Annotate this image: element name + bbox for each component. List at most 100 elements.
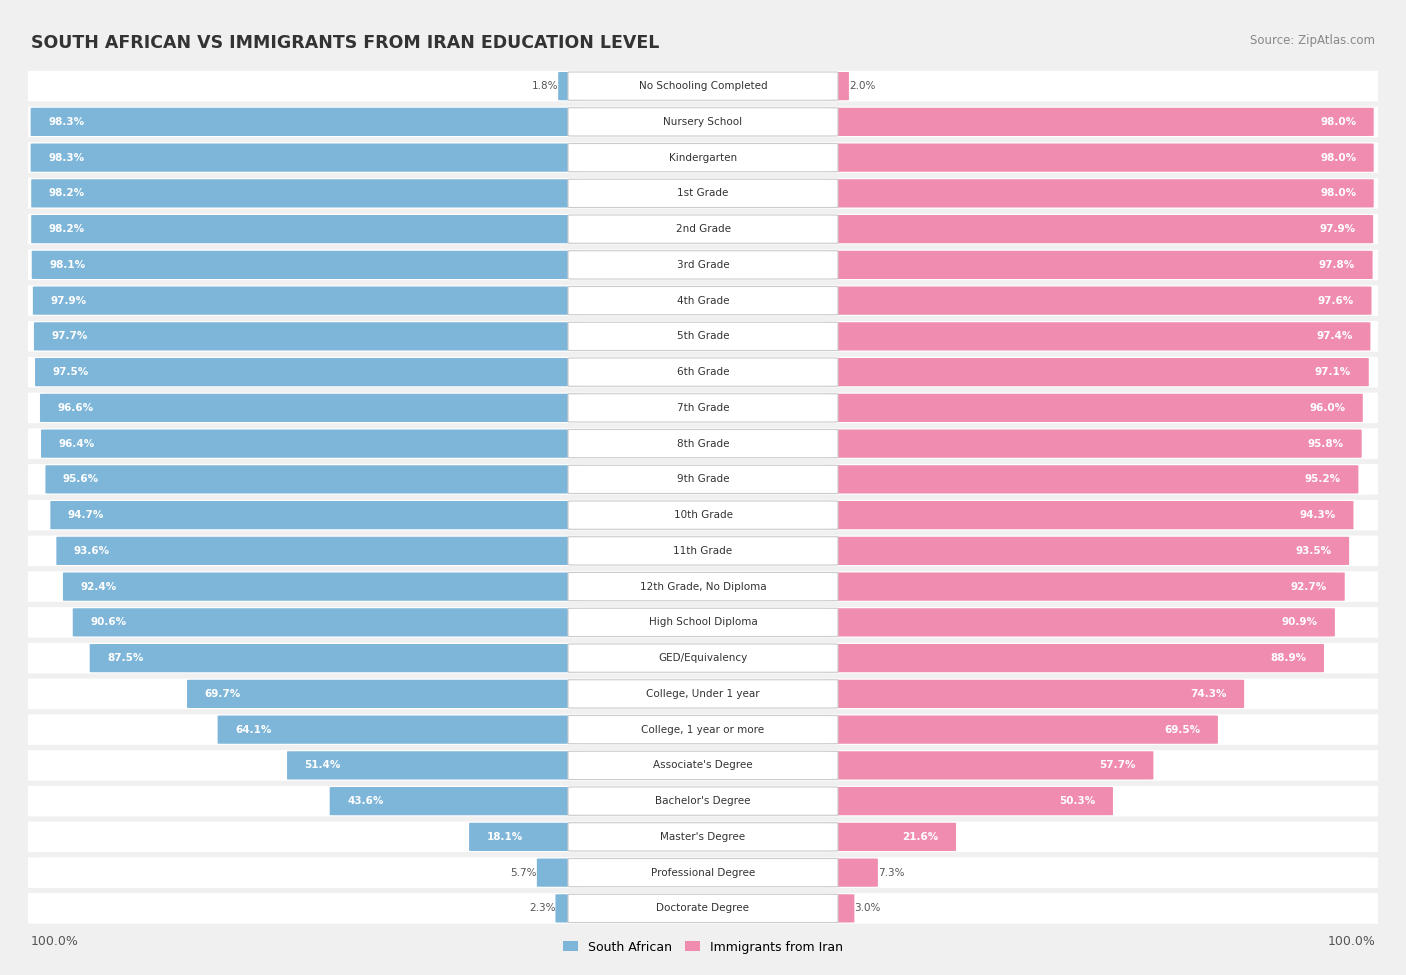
FancyBboxPatch shape (568, 465, 838, 493)
Text: 43.6%: 43.6% (347, 797, 384, 806)
FancyBboxPatch shape (31, 143, 582, 172)
Text: 11th Grade: 11th Grade (673, 546, 733, 556)
FancyBboxPatch shape (824, 108, 1374, 136)
FancyBboxPatch shape (824, 823, 956, 851)
Text: 95.2%: 95.2% (1305, 475, 1341, 485)
FancyBboxPatch shape (824, 894, 855, 922)
Text: 98.1%: 98.1% (49, 260, 86, 270)
FancyBboxPatch shape (24, 357, 1382, 387)
Text: 7th Grade: 7th Grade (676, 403, 730, 412)
FancyBboxPatch shape (24, 857, 1382, 888)
FancyBboxPatch shape (568, 859, 838, 886)
FancyBboxPatch shape (24, 535, 1382, 566)
FancyBboxPatch shape (568, 323, 838, 350)
FancyBboxPatch shape (824, 287, 1371, 315)
FancyBboxPatch shape (824, 608, 1334, 637)
Text: 3.0%: 3.0% (855, 904, 880, 914)
Text: 94.3%: 94.3% (1299, 510, 1336, 520)
FancyBboxPatch shape (24, 500, 1382, 530)
FancyBboxPatch shape (24, 106, 1382, 137)
Text: 3rd Grade: 3rd Grade (676, 260, 730, 270)
FancyBboxPatch shape (24, 607, 1382, 638)
FancyBboxPatch shape (824, 143, 1374, 172)
FancyBboxPatch shape (568, 823, 838, 851)
FancyBboxPatch shape (824, 787, 1114, 815)
FancyBboxPatch shape (24, 715, 1382, 745)
Text: High School Diploma: High School Diploma (648, 617, 758, 627)
FancyBboxPatch shape (329, 787, 582, 815)
FancyBboxPatch shape (24, 71, 1382, 101)
Text: 6th Grade: 6th Grade (676, 368, 730, 377)
FancyBboxPatch shape (824, 430, 1361, 457)
Text: Professional Degree: Professional Degree (651, 868, 755, 878)
FancyBboxPatch shape (824, 572, 1344, 601)
FancyBboxPatch shape (824, 394, 1362, 422)
FancyBboxPatch shape (24, 393, 1382, 423)
Text: 5th Grade: 5th Grade (676, 332, 730, 341)
FancyBboxPatch shape (568, 716, 838, 744)
FancyBboxPatch shape (568, 179, 838, 208)
FancyBboxPatch shape (73, 608, 582, 637)
FancyBboxPatch shape (824, 215, 1374, 243)
Text: 98.2%: 98.2% (49, 224, 84, 234)
FancyBboxPatch shape (555, 894, 582, 922)
FancyBboxPatch shape (187, 680, 582, 708)
Text: 97.7%: 97.7% (52, 332, 87, 341)
FancyBboxPatch shape (568, 787, 838, 815)
Text: 92.7%: 92.7% (1291, 582, 1327, 592)
FancyBboxPatch shape (824, 179, 1374, 208)
FancyBboxPatch shape (568, 501, 838, 529)
FancyBboxPatch shape (24, 178, 1382, 209)
FancyBboxPatch shape (24, 214, 1382, 245)
FancyBboxPatch shape (568, 752, 838, 779)
FancyBboxPatch shape (56, 537, 582, 565)
Text: 98.3%: 98.3% (48, 117, 84, 127)
Text: 2.3%: 2.3% (529, 904, 555, 914)
FancyBboxPatch shape (568, 394, 838, 422)
Text: 97.5%: 97.5% (52, 368, 89, 377)
FancyBboxPatch shape (824, 358, 1369, 386)
Text: 93.6%: 93.6% (75, 546, 110, 556)
FancyBboxPatch shape (24, 464, 1382, 494)
Text: 51.4%: 51.4% (305, 760, 342, 770)
FancyBboxPatch shape (287, 752, 582, 779)
FancyBboxPatch shape (24, 893, 1382, 923)
FancyBboxPatch shape (45, 465, 582, 493)
Text: 7.3%: 7.3% (877, 868, 904, 878)
Text: 92.4%: 92.4% (80, 582, 117, 592)
FancyBboxPatch shape (51, 501, 582, 529)
FancyBboxPatch shape (32, 287, 582, 315)
FancyBboxPatch shape (41, 430, 582, 457)
Text: 96.0%: 96.0% (1309, 403, 1346, 412)
Text: 95.8%: 95.8% (1308, 439, 1344, 448)
FancyBboxPatch shape (568, 430, 838, 457)
Legend: South African, Immigrants from Iran: South African, Immigrants from Iran (558, 936, 848, 958)
FancyBboxPatch shape (24, 571, 1382, 602)
Text: 8th Grade: 8th Grade (676, 439, 730, 448)
FancyBboxPatch shape (470, 823, 582, 851)
FancyBboxPatch shape (24, 250, 1382, 280)
Text: 10th Grade: 10th Grade (673, 510, 733, 520)
Text: Bachelor's Degree: Bachelor's Degree (655, 797, 751, 806)
Text: 98.0%: 98.0% (1320, 153, 1357, 163)
FancyBboxPatch shape (63, 572, 582, 601)
Text: 12th Grade, No Diploma: 12th Grade, No Diploma (640, 582, 766, 592)
FancyBboxPatch shape (568, 251, 838, 279)
FancyBboxPatch shape (568, 215, 838, 243)
FancyBboxPatch shape (31, 179, 582, 208)
FancyBboxPatch shape (24, 822, 1382, 852)
Text: 95.6%: 95.6% (63, 475, 98, 485)
FancyBboxPatch shape (568, 287, 838, 315)
Text: Doctorate Degree: Doctorate Degree (657, 904, 749, 914)
Text: 50.3%: 50.3% (1059, 797, 1095, 806)
Text: 97.6%: 97.6% (1317, 295, 1354, 305)
FancyBboxPatch shape (824, 465, 1358, 493)
FancyBboxPatch shape (537, 859, 582, 886)
Text: 90.6%: 90.6% (90, 617, 127, 627)
FancyBboxPatch shape (24, 643, 1382, 674)
FancyBboxPatch shape (24, 142, 1382, 173)
FancyBboxPatch shape (31, 108, 582, 136)
Text: 100.0%: 100.0% (1327, 935, 1375, 948)
FancyBboxPatch shape (824, 537, 1350, 565)
Text: 93.5%: 93.5% (1295, 546, 1331, 556)
